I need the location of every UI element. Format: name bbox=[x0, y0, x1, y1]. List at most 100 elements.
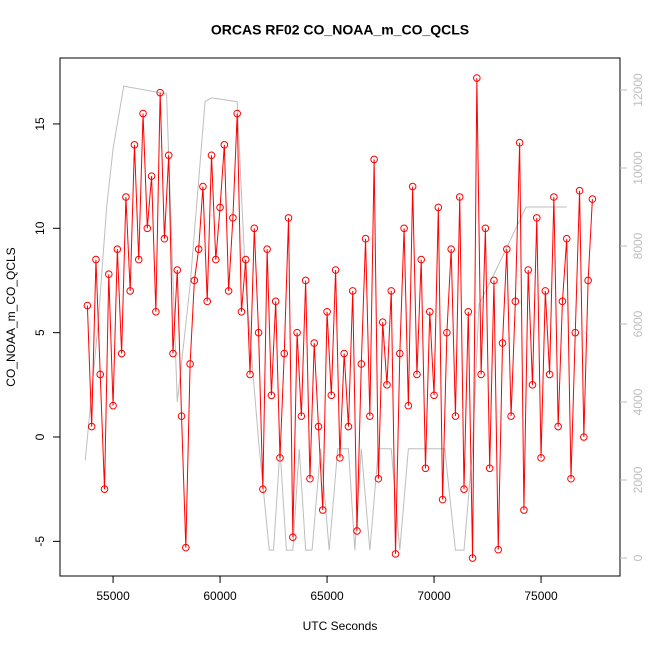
point bbox=[331, 266, 340, 274]
point bbox=[515, 138, 524, 147]
point bbox=[250, 224, 259, 233]
point bbox=[588, 195, 597, 203]
point bbox=[520, 506, 528, 514]
point bbox=[301, 276, 310, 285]
point bbox=[293, 328, 301, 337]
point bbox=[537, 454, 545, 462]
point bbox=[383, 381, 391, 389]
point bbox=[160, 234, 169, 243]
x-tick-label: 60000 bbox=[203, 589, 237, 603]
point bbox=[280, 349, 289, 358]
point bbox=[100, 485, 109, 493]
point bbox=[571, 328, 580, 337]
point bbox=[156, 88, 164, 97]
point bbox=[122, 193, 130, 201]
point bbox=[353, 527, 361, 535]
y-tick-label: 10 bbox=[33, 221, 47, 235]
point bbox=[229, 214, 237, 222]
plot-box bbox=[59, 57, 621, 577]
point bbox=[413, 370, 421, 379]
point bbox=[134, 255, 143, 264]
point bbox=[434, 203, 443, 212]
series-line bbox=[84, 85, 567, 551]
point bbox=[541, 287, 550, 295]
point bbox=[366, 412, 374, 420]
point bbox=[464, 307, 473, 316]
point bbox=[468, 554, 477, 562]
point bbox=[481, 224, 490, 233]
y2-tick-label: 4000 bbox=[631, 388, 645, 415]
point bbox=[211, 255, 220, 264]
point bbox=[558, 297, 567, 306]
point bbox=[224, 287, 233, 295]
point bbox=[216, 203, 224, 212]
point bbox=[271, 297, 280, 306]
point bbox=[267, 391, 276, 400]
point bbox=[143, 224, 152, 233]
point bbox=[396, 349, 404, 358]
point bbox=[87, 422, 96, 431]
x-tick-label: 75000 bbox=[524, 589, 558, 603]
point bbox=[498, 339, 507, 347]
point bbox=[336, 454, 344, 462]
point bbox=[524, 266, 533, 274]
point bbox=[421, 464, 430, 473]
point bbox=[348, 287, 357, 295]
point bbox=[182, 543, 190, 552]
point bbox=[310, 339, 319, 347]
point bbox=[374, 474, 383, 483]
point bbox=[361, 234, 370, 243]
y-tick-label: 0 bbox=[33, 433, 47, 440]
point bbox=[186, 360, 194, 368]
point bbox=[207, 151, 216, 160]
point bbox=[254, 328, 263, 337]
y-tick-label: 15 bbox=[33, 117, 47, 131]
point bbox=[126, 287, 134, 295]
y2-tick-label: 2000 bbox=[631, 466, 645, 493]
point bbox=[404, 401, 413, 410]
y2-tick-label: 6000 bbox=[631, 310, 645, 337]
point bbox=[528, 381, 537, 389]
point bbox=[430, 391, 438, 400]
point bbox=[567, 474, 575, 483]
point bbox=[259, 485, 267, 493]
point bbox=[96, 370, 105, 379]
y-tick-label: 5 bbox=[33, 329, 47, 336]
y2-tick-label: 0 bbox=[631, 554, 645, 561]
point bbox=[289, 533, 297, 541]
point bbox=[190, 276, 199, 285]
point bbox=[327, 391, 336, 400]
point bbox=[306, 474, 314, 483]
point bbox=[297, 412, 306, 420]
series-line bbox=[86, 78, 593, 559]
point bbox=[233, 109, 241, 118]
point bbox=[473, 74, 481, 82]
point bbox=[370, 155, 378, 164]
point bbox=[340, 349, 348, 358]
point bbox=[263, 245, 271, 253]
point bbox=[477, 370, 485, 379]
point bbox=[276, 454, 284, 462]
point bbox=[507, 412, 515, 420]
point bbox=[408, 182, 417, 191]
point bbox=[451, 412, 460, 420]
chart-title: ORCAS RF02 CO_NOAA_m_CO_QCLS bbox=[211, 22, 469, 38]
y-axis-label: CO_NOAA_m_CO_QCLS bbox=[4, 247, 18, 386]
x-tick-label: 70000 bbox=[417, 589, 451, 603]
point bbox=[532, 214, 541, 222]
x-tick-label: 55000 bbox=[96, 589, 130, 603]
point bbox=[83, 301, 92, 310]
point bbox=[104, 270, 113, 279]
point bbox=[284, 214, 293, 222]
point bbox=[490, 276, 498, 285]
point bbox=[152, 307, 160, 316]
point bbox=[318, 506, 327, 514]
point bbox=[323, 307, 331, 316]
point bbox=[400, 224, 408, 233]
point bbox=[357, 360, 366, 368]
point bbox=[139, 109, 147, 118]
point bbox=[203, 297, 212, 306]
point bbox=[199, 182, 207, 191]
